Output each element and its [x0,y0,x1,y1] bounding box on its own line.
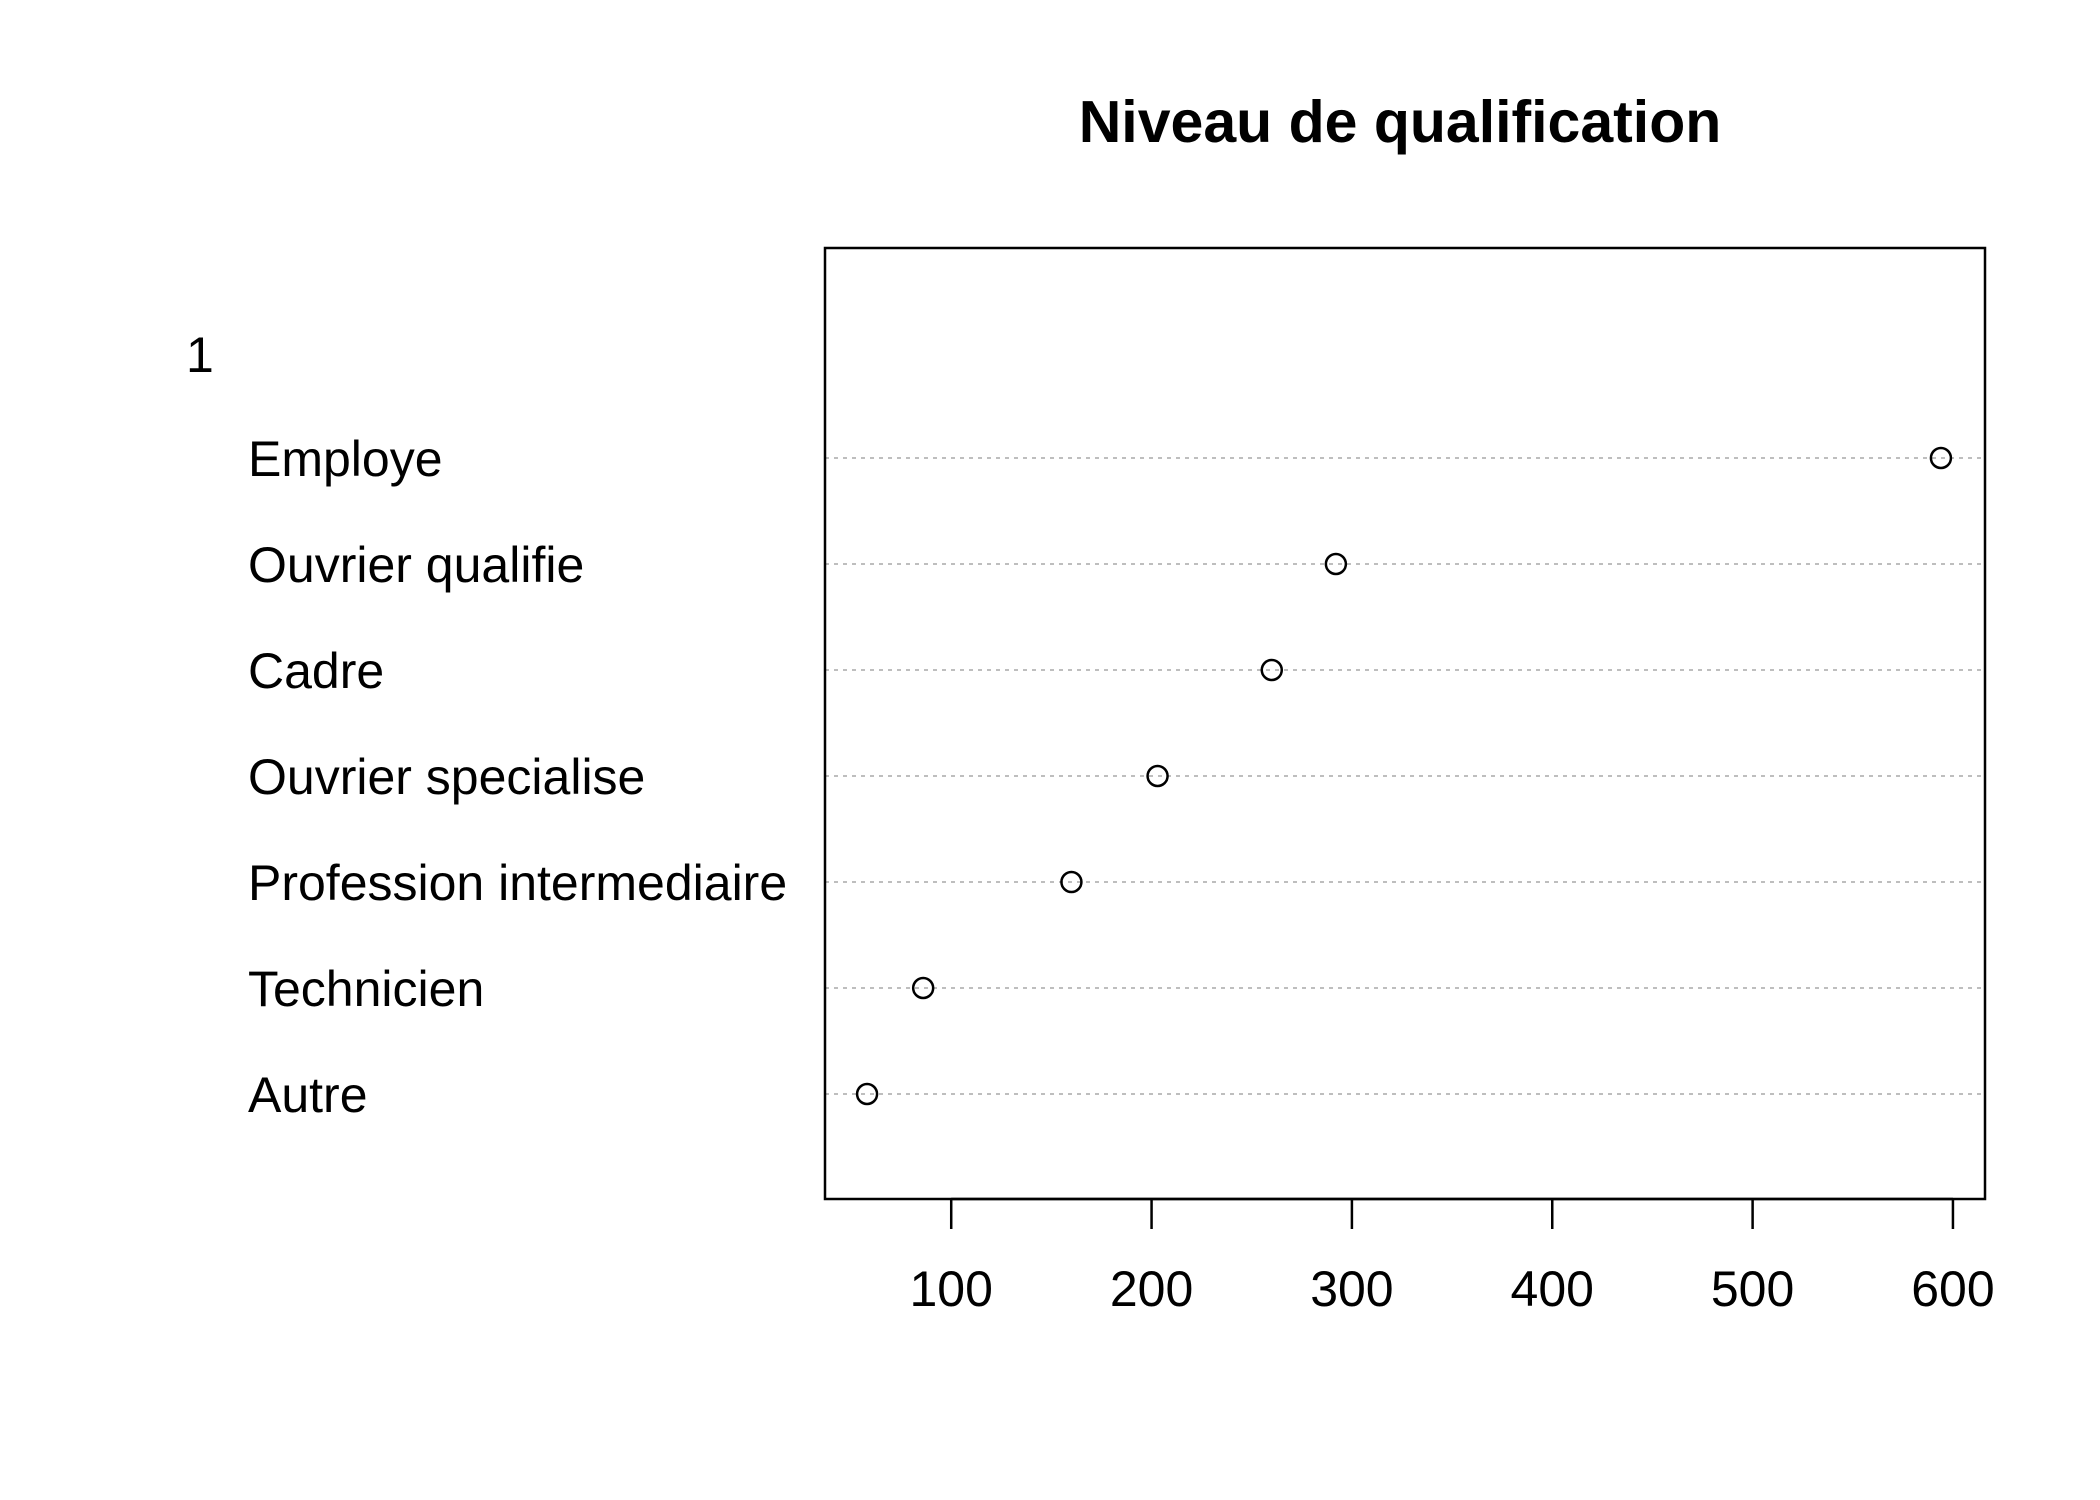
category-label: Autre [248,1067,368,1123]
chart-title: Niveau de qualification [1079,89,1722,155]
category-label: Profession intermediaire [248,855,787,911]
grid-lines [825,457,1985,1095]
category-label: Ouvrier qualifie [248,537,584,593]
data-points [855,446,1953,1106]
data-point [1060,870,1083,894]
group-label: 1 [186,327,214,383]
x-tick-label: 300 [1310,1261,1393,1317]
x-tick-label: 600 [1911,1261,1994,1317]
category-label: Technicien [248,961,484,1017]
x-axis: 100 200 300 400 500 600 [909,1197,1995,1317]
x-tick-label: 200 [1110,1261,1193,1317]
x-tick-label: 500 [1711,1261,1794,1317]
data-point [1324,552,1348,576]
data-point [1929,446,1953,470]
data-point [1260,658,1284,682]
category-label: Cadre [248,643,384,699]
x-tick-label: 100 [909,1261,992,1317]
category-labels: Employe Ouvrier qualifie Cadre Ouvrier spec… [248,431,787,1123]
data-point [911,976,935,1000]
data-point [1146,764,1169,788]
category-label: Ouvrier specialise [248,749,645,805]
data-point [855,1082,879,1106]
category-label: Employe [248,431,443,487]
plot-frame [823,246,1987,1201]
x-tick-label: 400 [1511,1261,1594,1317]
